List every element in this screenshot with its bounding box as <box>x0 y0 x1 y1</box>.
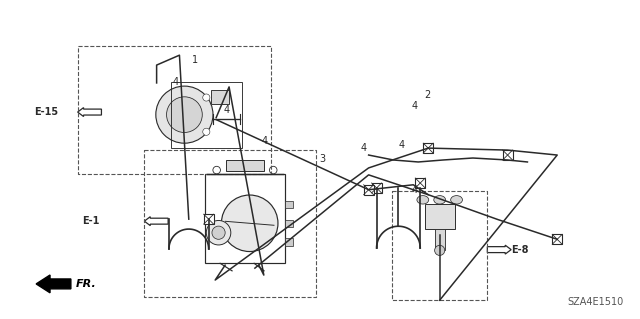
Bar <box>552 234 562 244</box>
Circle shape <box>221 195 278 252</box>
Circle shape <box>213 166 220 174</box>
FancyArrow shape <box>36 275 71 293</box>
Ellipse shape <box>417 196 429 204</box>
Bar <box>424 204 455 229</box>
Text: FR.: FR. <box>76 279 97 289</box>
Text: E-1: E-1 <box>83 216 100 226</box>
Ellipse shape <box>451 196 463 204</box>
Polygon shape <box>144 217 168 226</box>
Text: SZA4E1510: SZA4E1510 <box>567 297 623 307</box>
Circle shape <box>212 226 225 239</box>
Circle shape <box>203 128 210 135</box>
Bar <box>171 82 243 148</box>
Bar <box>204 214 214 224</box>
Text: E-15: E-15 <box>35 107 58 117</box>
Polygon shape <box>487 245 511 254</box>
Circle shape <box>203 94 210 101</box>
Text: 4: 4 <box>262 136 268 145</box>
Bar <box>364 185 374 195</box>
Text: 4: 4 <box>173 77 179 87</box>
Bar <box>502 150 513 160</box>
Bar <box>415 178 425 188</box>
Text: 3: 3 <box>319 154 325 165</box>
Ellipse shape <box>434 196 445 204</box>
Bar <box>285 219 292 227</box>
Bar <box>205 174 285 263</box>
Text: E-8: E-8 <box>511 245 529 255</box>
Bar <box>285 201 292 208</box>
Text: 1: 1 <box>192 55 198 65</box>
Bar <box>285 238 292 246</box>
Bar <box>372 183 381 193</box>
Circle shape <box>156 86 213 143</box>
Text: 4: 4 <box>224 106 230 115</box>
Bar <box>435 229 445 250</box>
Bar <box>211 90 229 104</box>
Bar <box>423 143 433 153</box>
Circle shape <box>269 166 277 174</box>
Text: 4: 4 <box>411 184 417 195</box>
Text: 2: 2 <box>424 90 430 100</box>
Circle shape <box>206 220 231 245</box>
Text: 4: 4 <box>411 101 417 111</box>
Text: 4: 4 <box>399 140 404 150</box>
Text: 4: 4 <box>360 144 367 153</box>
Circle shape <box>166 97 202 132</box>
Polygon shape <box>77 108 101 116</box>
Circle shape <box>435 245 445 256</box>
Bar <box>226 160 264 171</box>
